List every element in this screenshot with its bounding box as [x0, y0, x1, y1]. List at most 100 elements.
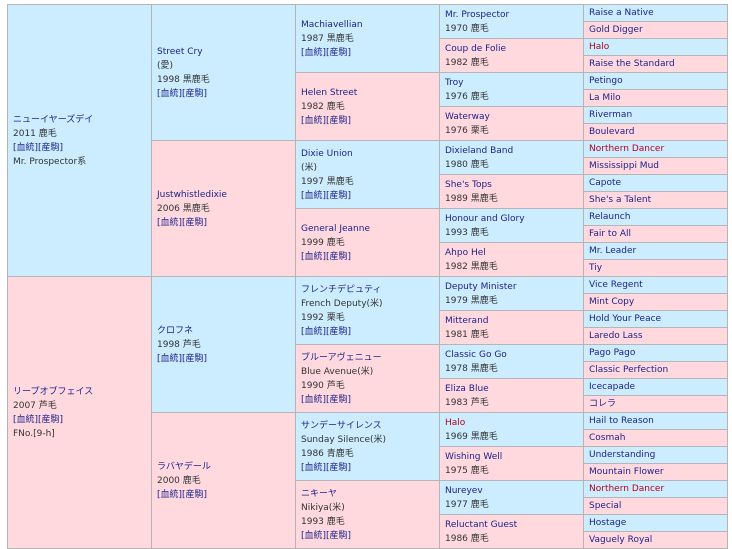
g5-name-1[interactable]: Raise a Native	[589, 8, 654, 18]
g5-name-9[interactable]: Northern Dancer	[589, 144, 665, 154]
g5-name-20[interactable]: Laredo Lass	[589, 331, 643, 341]
g5-name-32[interactable]: Vaguely Royal	[589, 535, 653, 545]
g3-link-6[interactable]: [血統][産駒]	[301, 394, 352, 405]
g5-name-3[interactable]: Halo	[589, 42, 610, 52]
g5-cell-4: Raise the Standard	[583, 55, 728, 73]
g5-cell-8: Boulevard	[583, 123, 728, 141]
g4-name-4[interactable]: Waterway	[445, 111, 490, 122]
g3-name-4[interactable]: General Jeanne	[301, 223, 370, 234]
g2-link-1[interactable]: [血統][産駒]	[157, 88, 208, 99]
g4-name-13[interactable]: Halo	[445, 417, 466, 428]
g3-link-8[interactable]: [血統][産駒]	[301, 530, 352, 541]
g3-name-8[interactable]: ニキーヤ	[301, 488, 338, 499]
g5-name-14[interactable]: Fair to All	[589, 229, 631, 239]
g4-born-15: 1977 鹿毛	[445, 499, 489, 510]
g3-name-6[interactable]: ブルーアヴェニュー	[301, 352, 382, 363]
g3-link-4[interactable]: [血統][産駒]	[301, 251, 352, 262]
g5-name-12[interactable]: She's a Talent	[589, 195, 652, 205]
g4-name-7[interactable]: Honour and Glory	[445, 213, 525, 224]
g5-name-13[interactable]: Relaunch	[589, 212, 631, 222]
g3-cell-1: Machiavellian 1987 黒鹿毛 [血統][産駒]	[295, 4, 440, 73]
g2-name-4[interactable]: ラバヤデール	[157, 461, 211, 472]
g3-sub-6: Blue Avenue(米)	[301, 366, 374, 377]
g4-born-8: 1982 黒鹿毛	[445, 261, 498, 272]
g3-born-6: 1990 芦毛	[301, 380, 345, 391]
g2-link-4[interactable]: [血統][産駒]	[157, 489, 208, 500]
g3-name-5[interactable]: フレンチデピュティ	[301, 284, 382, 295]
g3-link-1[interactable]: [血統][産駒]	[301, 47, 352, 58]
g5-cell-20: Laredo Lass	[583, 327, 728, 345]
g5-name-17[interactable]: Vice Regent	[589, 280, 643, 290]
g4-cell-5: Dixieland Band 1980 鹿毛	[439, 140, 584, 175]
g5-name-29[interactable]: Northern Dancer	[589, 484, 665, 494]
g4-cell-10: Mitterand 1981 鹿毛	[439, 310, 584, 345]
g4-name-1[interactable]: Mr. Prospector	[445, 9, 510, 20]
g5-name-27[interactable]: Understanding	[589, 450, 656, 460]
g5-cell-32: Vaguely Royal	[583, 531, 728, 549]
g5-cell-7: Riverman	[583, 106, 728, 124]
g5-name-23[interactable]: Icecapade	[589, 382, 636, 392]
sire-name[interactable]: ニューイヤーズデイ	[13, 114, 94, 125]
g5-name-24[interactable]: コレラ	[589, 399, 617, 409]
g5-name-16[interactable]: Tiy	[589, 263, 603, 273]
g5-name-4[interactable]: Raise the Standard	[589, 59, 675, 69]
sire-born: 2011 鹿毛	[13, 128, 57, 139]
g5-name-11[interactable]: Capote	[589, 178, 622, 188]
g5-name-5[interactable]: Petingo	[589, 76, 623, 86]
g4-name-6[interactable]: She's Tops	[445, 179, 492, 190]
g5-name-7[interactable]: Riverman	[589, 110, 633, 120]
dam-link[interactable]: [血統][産駒]	[13, 414, 64, 425]
g2-name-1[interactable]: Street Cry	[157, 46, 203, 57]
g3-link-3[interactable]: [血統][産駒]	[301, 190, 352, 201]
g3-name-1[interactable]: Machiavellian	[301, 19, 363, 30]
g2-name-2[interactable]: Justwhistledixie	[157, 189, 227, 200]
g5-name-30[interactable]: Special	[589, 501, 622, 511]
g3-cell-5: フレンチデピュティ French Deputy(米) 1992 栗毛 [血統][…	[295, 276, 440, 345]
g5-name-10[interactable]: Mississippi Mud	[589, 161, 659, 171]
sire-link[interactable]: [血統][産駒]	[13, 142, 64, 153]
g5-name-2[interactable]: Gold Digger	[589, 25, 643, 35]
dam-name[interactable]: リープオブフェイス	[13, 386, 94, 397]
g4-name-12[interactable]: Eliza Blue	[445, 383, 489, 394]
pedigree-table: ニューイヤーズデイ 2011 鹿毛 [血統][産駒] Mr. Prospecto…	[7, 4, 728, 549]
g3-link-2[interactable]: [血統][産駒]	[301, 115, 352, 126]
g4-name-16[interactable]: Reluctant Guest	[445, 519, 518, 530]
g4-name-8[interactable]: Ahpo Hel	[445, 247, 486, 258]
g2-link-2[interactable]: [血統][産駒]	[157, 217, 208, 228]
g4-name-9[interactable]: Deputy Minister	[445, 281, 517, 292]
g5-name-15[interactable]: Mr. Leader	[589, 246, 637, 256]
g5-name-25[interactable]: Hail to Reason	[589, 416, 654, 426]
g3-name-7[interactable]: サンデーサイレンス	[301, 420, 382, 431]
g5-name-6[interactable]: La Milo	[589, 93, 621, 103]
g4-cell-2: Coup de Folie 1982 鹿毛	[439, 38, 584, 73]
g3-link-7[interactable]: [血統][産駒]	[301, 462, 352, 473]
g5-name-31[interactable]: Hostage	[589, 518, 627, 528]
g5-name-22[interactable]: Classic Perfection	[589, 365, 669, 375]
g5-cell-1: Raise a Native	[583, 4, 728, 22]
g5-name-26[interactable]: Cosmah	[589, 433, 626, 443]
g5-name-21[interactable]: Pago Pago	[589, 348, 636, 358]
g3-link-5[interactable]: [血統][産駒]	[301, 326, 352, 337]
dam-cell: リープオブフェイス 2007 芦毛 [血統][産駒] FNo.[9-h]	[7, 276, 152, 549]
g5-name-18[interactable]: Mint Copy	[589, 297, 635, 307]
g5-cell-31: Hostage	[583, 514, 728, 532]
g5-name-8[interactable]: Boulevard	[589, 127, 635, 137]
g4-name-10[interactable]: Mitterand	[445, 315, 489, 326]
g4-name-15[interactable]: Nureyev	[445, 485, 483, 496]
g4-cell-3: Troy 1976 鹿毛	[439, 72, 584, 107]
g4-born-7: 1993 鹿毛	[445, 227, 489, 238]
g5-name-28[interactable]: Mountain Flower	[589, 467, 664, 477]
g4-name-3[interactable]: Troy	[445, 77, 464, 88]
g5-cell-21: Pago Pago	[583, 344, 728, 362]
g5-name-19[interactable]: Hold Your Peace	[589, 314, 662, 324]
g4-name-2[interactable]: Coup de Folie	[445, 43, 507, 54]
g2-name-3[interactable]: クロフネ	[157, 325, 194, 336]
g3-name-2[interactable]: Helen Street	[301, 87, 358, 98]
g5-cell-6: La Milo	[583, 89, 728, 107]
g4-name-14[interactable]: Wishing Well	[445, 451, 503, 462]
g3-name-3[interactable]: Dixie Union	[301, 148, 353, 159]
g4-name-5[interactable]: Dixieland Band	[445, 145, 514, 156]
g4-name-11[interactable]: Classic Go Go	[445, 349, 507, 360]
g3-sub-8: Nikiya(米)	[301, 502, 345, 513]
g2-link-3[interactable]: [血統][産駒]	[157, 353, 208, 364]
